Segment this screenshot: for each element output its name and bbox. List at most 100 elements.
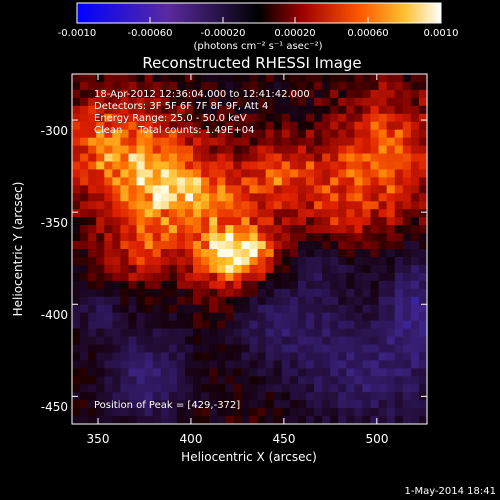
heatmap-cell	[297, 161, 307, 171]
heatmap-cell	[249, 145, 259, 155]
heatmap-cell	[168, 304, 178, 314]
heatmap-cell	[233, 296, 243, 306]
heatmap-cell	[104, 336, 113, 346]
heatmap-cell	[144, 201, 154, 210]
heatmap-cell	[104, 129, 113, 139]
heatmap-cell	[394, 416, 404, 425]
heatmap-cell	[394, 312, 404, 322]
heatmap-cell	[201, 129, 210, 139]
heatmap-cell	[201, 304, 210, 314]
heatmap-cell	[402, 304, 412, 314]
heatmap-cell	[257, 392, 267, 401]
heatmap-cell	[249, 129, 259, 139]
heatmap-cell	[80, 249, 89, 258]
heatmap-cell	[273, 384, 283, 393]
heatmap-cell	[72, 376, 81, 385]
heatmap-cell	[120, 256, 130, 266]
heatmap-cell	[265, 241, 275, 250]
heatmap-cell	[346, 233, 355, 242]
heatmap-cell	[273, 225, 283, 234]
heatmap-cell	[289, 137, 299, 147]
heatmap-cell	[249, 137, 259, 147]
heatmap-cell	[184, 169, 194, 178]
heatmap-cell	[305, 392, 315, 401]
heatmap-cell	[346, 272, 355, 282]
heatmap-cell	[120, 113, 130, 123]
heatmap-cell	[394, 81, 404, 91]
annotation-peak-position: Position of Peak = [429,-372]	[94, 400, 240, 411]
heatmap-cell	[233, 105, 243, 115]
heatmap-cell	[88, 153, 97, 163]
heatmap-cell	[297, 280, 307, 290]
heatmap-cell	[233, 233, 243, 242]
heatmap-cell	[410, 121, 420, 131]
heatmap-cell	[386, 320, 396, 330]
heatmap-cell	[233, 177, 243, 186]
heatmap-cell	[72, 121, 81, 131]
heatmap-cell	[338, 177, 347, 186]
heatmap-cell	[160, 105, 170, 115]
heatmap-cell	[281, 145, 291, 155]
heatmap-cell	[281, 264, 291, 274]
heatmap-cell	[305, 225, 315, 234]
heatmap-cell	[418, 272, 428, 282]
heatmap-cell	[289, 233, 299, 242]
heatmap-cell	[386, 376, 396, 385]
heatmap-cell	[314, 137, 323, 147]
heatmap-cell	[112, 209, 122, 218]
heatmap-cell	[96, 336, 105, 346]
heatmap-cell	[193, 97, 202, 107]
heatmap-cell	[273, 344, 283, 353]
heatmap-cell	[88, 113, 97, 123]
heatmap-cell	[346, 169, 355, 178]
heatmap-cell	[72, 416, 81, 425]
heatmap-cell	[249, 161, 259, 171]
heatmap-cell	[112, 352, 122, 361]
heatmap-cell	[322, 288, 331, 298]
heatmap-cell	[314, 193, 323, 202]
heatmap-cell	[257, 233, 267, 242]
heatmap-cell	[362, 408, 372, 417]
heatmap-cell	[265, 344, 275, 353]
heatmap-cell	[72, 217, 81, 226]
y-axis-ticks	[72, 119, 427, 397]
heatmap-cell	[217, 193, 226, 202]
heatmap-cell	[394, 89, 404, 99]
heatmap-cell	[136, 360, 146, 369]
heatmap-cell	[402, 312, 412, 322]
heatmap-cell	[297, 416, 307, 425]
heatmap-cell	[104, 256, 113, 266]
heatmap-cell	[233, 360, 243, 369]
heatmap-cell	[152, 416, 162, 425]
heatmap-cell	[80, 161, 89, 171]
heatmap-cell	[362, 256, 372, 266]
heatmap-cell	[120, 225, 130, 234]
colorbar-unit-label: (photons cm⁻² s⁻¹ asec⁻²)	[193, 41, 322, 52]
heatmap-cell	[410, 320, 420, 330]
heatmap-cell	[314, 352, 323, 361]
heatmap-cell	[136, 320, 146, 330]
heatmap-cell	[386, 105, 396, 115]
heatmap-cell	[144, 384, 154, 393]
heatmap-cell	[241, 129, 251, 139]
heatmap-cell	[144, 105, 154, 115]
heatmap-cell	[241, 320, 251, 330]
heatmap-cell	[201, 288, 210, 298]
heatmap-cell	[289, 81, 299, 91]
heatmap-cell	[265, 113, 275, 123]
heatmap-cell	[160, 113, 170, 123]
heatmap-cell	[184, 193, 194, 202]
heatmap-cell	[265, 145, 275, 155]
heatmap-cell	[80, 392, 89, 401]
heatmap-cell	[322, 408, 331, 417]
heatmap-cell	[281, 280, 291, 290]
heatmap-cell	[144, 336, 154, 346]
heatmap-cell	[378, 376, 388, 385]
heatmap-cell	[394, 264, 404, 274]
heatmap-cell	[249, 105, 259, 115]
heatmap-cell	[346, 185, 355, 194]
heatmap-cell	[418, 233, 428, 242]
heatmap-cell	[128, 312, 138, 322]
heatmap-cell	[322, 153, 331, 163]
heatmap-cell	[193, 408, 202, 417]
